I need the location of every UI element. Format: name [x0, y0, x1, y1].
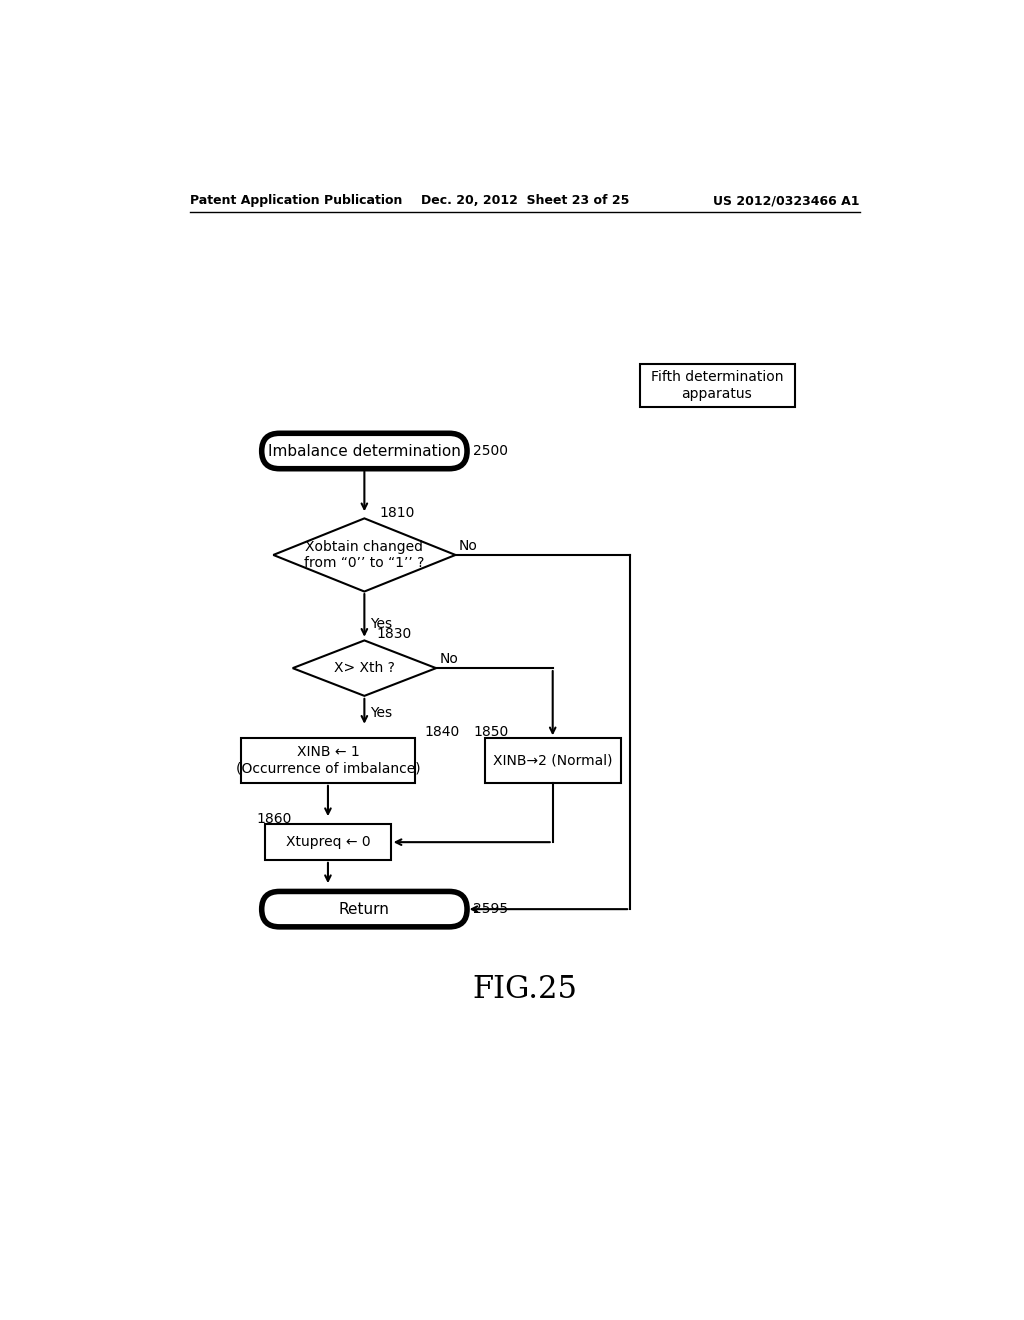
Text: 1830: 1830 — [376, 627, 412, 642]
Text: XINB→2 (Normal): XINB→2 (Normal) — [493, 754, 612, 767]
Text: Xobtain changed
from “0’’ to “1’’ ?: Xobtain changed from “0’’ to “1’’ ? — [304, 540, 425, 570]
Text: FIG.25: FIG.25 — [472, 974, 578, 1006]
Text: Imbalance determination: Imbalance determination — [268, 444, 461, 458]
FancyBboxPatch shape — [640, 364, 795, 407]
Text: Yes: Yes — [371, 706, 392, 719]
Text: Return: Return — [339, 902, 390, 916]
Text: No: No — [439, 652, 459, 665]
Text: 2500: 2500 — [473, 444, 508, 458]
Text: X> Xth ?: X> Xth ? — [334, 661, 395, 675]
FancyBboxPatch shape — [262, 433, 467, 469]
FancyBboxPatch shape — [241, 738, 415, 783]
Polygon shape — [273, 519, 456, 591]
Text: 1810: 1810 — [380, 506, 416, 520]
Text: No: No — [459, 539, 478, 553]
Text: XINB ← 1
(Occurrence of imbalance): XINB ← 1 (Occurrence of imbalance) — [236, 746, 420, 776]
FancyBboxPatch shape — [485, 738, 621, 783]
Polygon shape — [293, 640, 436, 696]
Text: 2595: 2595 — [473, 902, 508, 916]
Text: 1850: 1850 — [474, 725, 509, 739]
Text: Yes: Yes — [371, 618, 392, 631]
Text: US 2012/0323466 A1: US 2012/0323466 A1 — [713, 194, 859, 207]
Text: Dec. 20, 2012  Sheet 23 of 25: Dec. 20, 2012 Sheet 23 of 25 — [421, 194, 629, 207]
FancyBboxPatch shape — [262, 891, 467, 927]
Text: Xtupreq ← 0: Xtupreq ← 0 — [286, 836, 371, 849]
Text: 1860: 1860 — [257, 812, 292, 826]
Text: Fifth determination
apparatus: Fifth determination apparatus — [650, 371, 783, 401]
Text: Patent Application Publication: Patent Application Publication — [190, 194, 402, 207]
FancyBboxPatch shape — [265, 825, 391, 859]
Text: 1840: 1840 — [425, 725, 460, 739]
